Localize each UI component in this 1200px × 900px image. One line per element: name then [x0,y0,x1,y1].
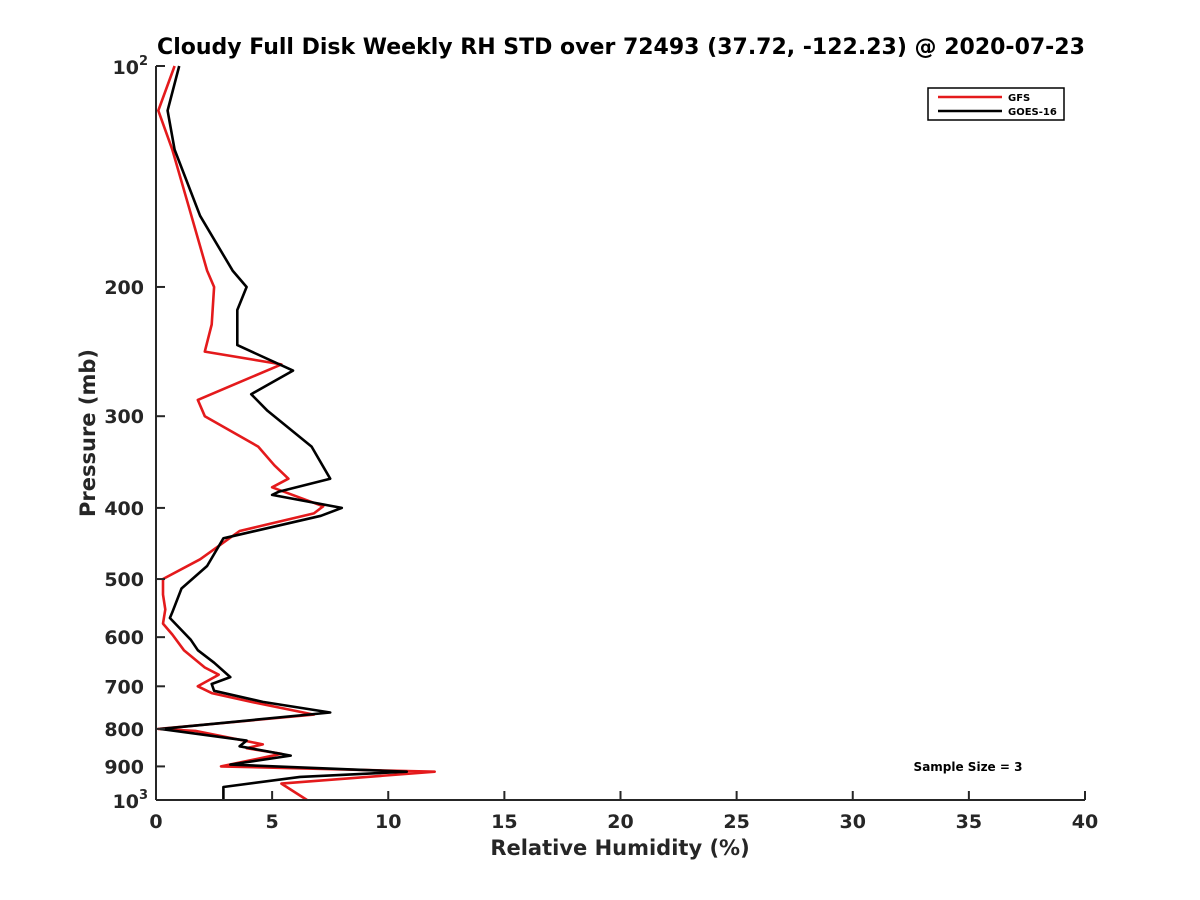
y-axis-label: Pressure (mb) [76,349,100,517]
chart-title: Cloudy Full Disk Weekly RH STD over 7249… [157,35,1085,60]
x-tick-label: 20 [607,811,633,833]
x-tick-label: 0 [149,811,162,833]
x-tick-label: 40 [1072,811,1098,833]
x-tick-label: 5 [266,811,279,833]
y-tick-exponent: 2 [139,54,148,69]
y-tick-label: 300 [104,406,144,428]
series-line-goes-16 [159,65,409,800]
y-tick-label: 400 [104,498,144,520]
y-tick-label: 103 [113,788,149,813]
plot-area [157,65,436,802]
sample-size-annotation: Sample Size = 3 [914,760,1023,774]
y-tick-label: 700 [104,676,144,698]
y-tick-base: 10 [113,57,139,79]
y-tick-label: 800 [104,719,144,741]
x-axis: 0 5 10 15 20 25 30 35 40 [149,791,1098,833]
y-tick-label: 200 [104,277,144,299]
y-tick-label: 102 [113,54,149,79]
y-tick-label: 600 [104,627,144,649]
x-tick-label: 35 [956,811,982,833]
x-tick-label: 30 [840,811,866,833]
x-tick-label: 25 [723,811,749,833]
x-tick-label: 15 [491,811,517,833]
x-tick-label: 10 [375,811,401,833]
y-tick-label: 900 [104,756,144,778]
y-tick-base: 10 [113,791,139,813]
x-axis-label: Relative Humidity (%) [490,836,749,860]
y-tick-label: 500 [104,569,144,591]
legend: GFS GOES-16 [938,93,1057,118]
y-tick-exponent: 3 [139,788,148,803]
legend-box [927,87,1065,121]
legend-label: GFS [1008,93,1030,104]
legend-label: GOES-16 [1008,107,1057,118]
